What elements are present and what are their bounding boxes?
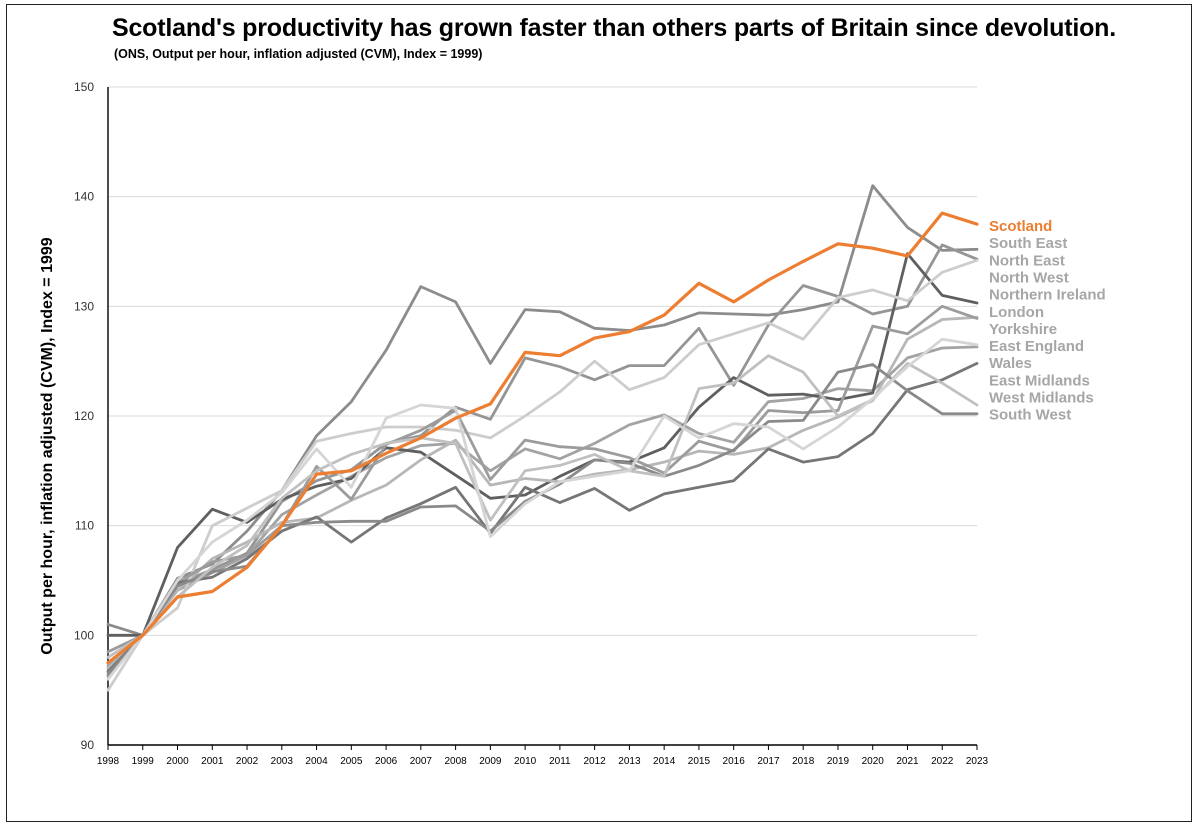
gridlines <box>108 86 977 746</box>
legend-label-wales: Wales <box>989 355 1032 372</box>
x-tick-labels: 1998 1999 2000 2001 2002 2003 2004 2005 2006 2007… <box>97 745 989 767</box>
x-tick-label: 2020 <box>862 756 885 767</box>
series-line-north-east <box>106 243 979 678</box>
legend-label-yorkshire: Yorkshire <box>989 321 1057 338</box>
x-tick-label: 2015 <box>688 756 711 767</box>
legend-label-south-east: South East <box>989 235 1067 252</box>
y-tick-label: 150 <box>74 80 94 94</box>
y-tick-label: 100 <box>74 628 94 642</box>
series-line-south-west <box>106 337 979 681</box>
x-tick-label: 2006 <box>375 756 398 767</box>
x-tick-label: 2012 <box>584 756 607 767</box>
x-tick-label: 1998 <box>97 756 120 767</box>
x-tick-label: 2002 <box>236 756 259 767</box>
x-tick-label: 2008 <box>444 756 467 767</box>
y-tick-label: 110 <box>75 519 94 533</box>
y-tick-label: 140 <box>74 190 94 204</box>
y-axis-title: Output per hour, inflation adjusted (CVM… <box>39 237 56 654</box>
x-tick-label: 2023 <box>966 756 989 767</box>
chart-title: Scotland's productivity has grown faster… <box>112 14 1116 42</box>
chart-frame <box>6 4 1192 822</box>
legend-label-east-england: East England <box>989 338 1084 355</box>
x-tick-label: 2016 <box>723 756 746 767</box>
legend-label-north-west: North West <box>989 269 1069 286</box>
series-line-northern-ireland <box>106 252 979 637</box>
x-tick-label: 2021 <box>896 756 919 767</box>
x-tick-label: 2004 <box>305 756 328 767</box>
y-tick-label: 120 <box>74 409 94 423</box>
x-tick-label: 2001 <box>201 756 224 767</box>
legend-label-northern-ireland: Northern Ireland <box>989 287 1106 304</box>
x-tick-label: 2009 <box>479 756 502 767</box>
y-tick-labels: 90 100 110 120 130 140 150 <box>74 80 94 752</box>
x-tick-label: 2022 <box>931 756 954 767</box>
x-tick-label: 2003 <box>271 756 294 767</box>
y-tick-label: 130 <box>74 299 94 313</box>
series-line-wales <box>106 361 979 673</box>
x-tick-label: 2017 <box>757 756 780 767</box>
x-tick-label: 2013 <box>618 756 641 767</box>
x-tick-label: 2005 <box>340 756 363 767</box>
chart-subtitle: (ONS, Output per hour, inflation adjuste… <box>114 47 483 61</box>
x-tick-label: 2011 <box>549 756 571 767</box>
legend-label-north-east: North East <box>989 252 1065 269</box>
legend-label-scotland: Scotland <box>989 218 1052 235</box>
x-tick-label: 2019 <box>827 756 850 767</box>
y-tick-label: 90 <box>81 738 95 752</box>
series-line-west-midlands <box>106 354 979 659</box>
x-tick-label: 2010 <box>514 756 537 767</box>
series-line-scotland <box>106 211 979 665</box>
x-tick-label: 2018 <box>792 756 815 767</box>
x-tick-label: 2007 <box>410 756 433 767</box>
legend-label-west-midlands: West Midlands <box>989 390 1094 407</box>
series-line-yorkshire <box>106 258 979 692</box>
x-tick-label: 1999 <box>132 756 155 767</box>
series-line-north-west <box>106 345 979 668</box>
x-tick-label: 2000 <box>166 756 189 767</box>
legend-label-east-midlands: East Midlands <box>989 372 1090 389</box>
series-lines <box>106 184 979 692</box>
x-tick-label: 2014 <box>653 756 676 767</box>
legend-label-south-west: South West <box>989 407 1071 424</box>
legend-label-london: London <box>989 304 1044 321</box>
